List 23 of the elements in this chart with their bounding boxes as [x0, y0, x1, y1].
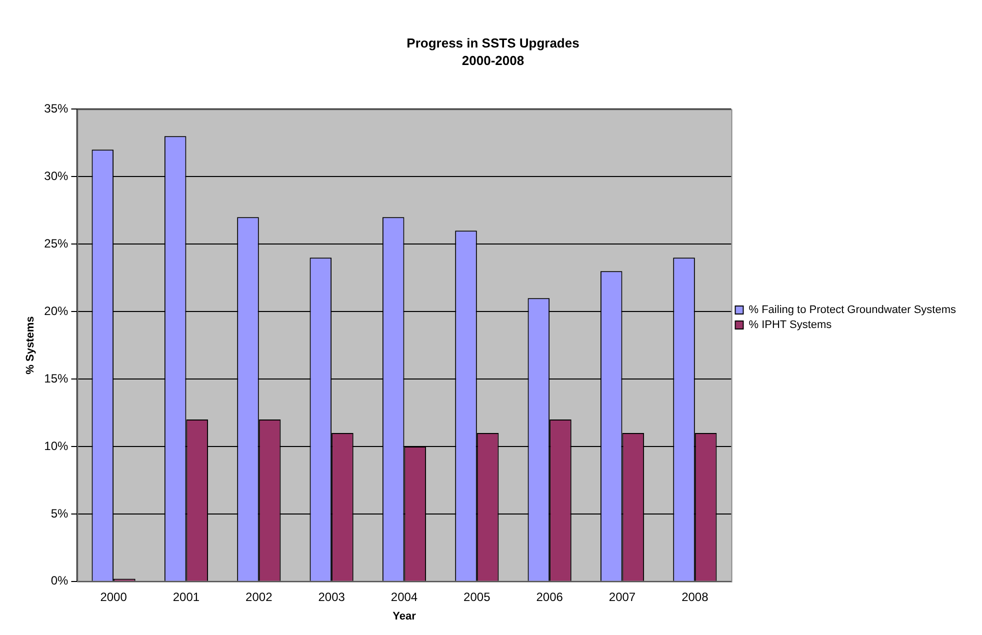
x-tick-label: 2002 — [246, 590, 273, 604]
x-tick-label: 2004 — [390, 590, 418, 604]
y-tick-label: 35% — [44, 102, 69, 116]
x-tick-label: 2001 — [172, 590, 200, 604]
y-tick-label: 0% — [50, 574, 69, 588]
legend-label: % Failing to Protect Groundwater Systems — [748, 304, 956, 316]
x-tick-label: 2008 — [682, 590, 709, 604]
y-tick-label: 15% — [44, 371, 69, 386]
x-tick-label: 2005 — [464, 590, 491, 604]
x-tick-label: 2003 — [318, 590, 346, 604]
chart-title: Progress in SSTS Upgrades — [406, 35, 580, 50]
legend-label: % IPHT Systems — [748, 319, 832, 332]
x-tick-label: 2006 — [536, 590, 564, 604]
y-tick-label: 20% — [44, 304, 69, 318]
x-axis-title: Year — [392, 610, 417, 622]
x-tick-label: 2000 — [100, 590, 128, 604]
y-tick-label: 5% — [50, 506, 69, 520]
x-tick-label: 2007 — [608, 590, 636, 604]
y-tick-label: 30% — [44, 168, 69, 183]
chart-subtitle: 2000-2008 — [462, 52, 524, 68]
y-tick-label: 10% — [44, 438, 69, 453]
y-tick-label: 25% — [44, 236, 69, 250]
y-axis-title: % Systems — [24, 316, 37, 374]
